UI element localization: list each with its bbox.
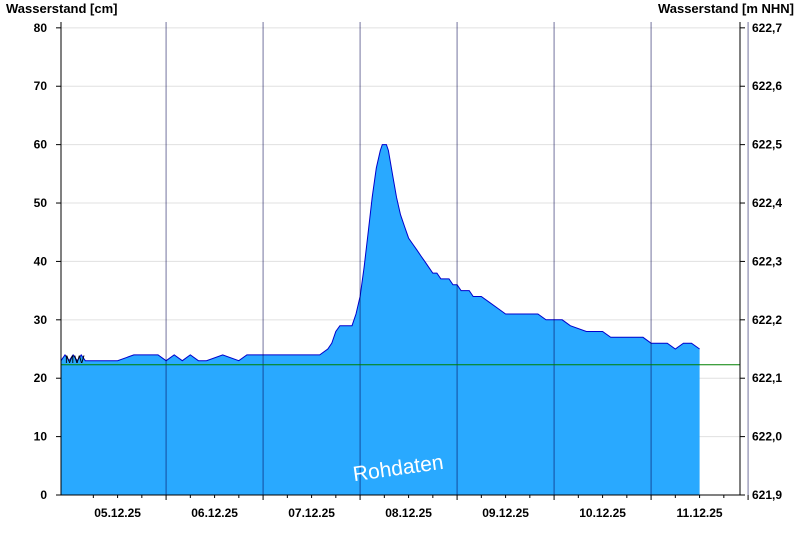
y-tick-label-left: 80 bbox=[34, 21, 48, 35]
x-tick-label: 09.12.25 bbox=[482, 506, 529, 520]
x-tick-label: 05.12.25 bbox=[94, 506, 141, 520]
mw-label: MW bbox=[65, 354, 85, 366]
water-level-line bbox=[60, 144, 700, 362]
y-tick-label-right: 622,0 bbox=[752, 430, 782, 444]
y-tick-label-right: 622,4 bbox=[752, 196, 782, 210]
x-tick-label: 10.12.25 bbox=[579, 506, 626, 520]
y-tick-label-right: 622,3 bbox=[752, 254, 782, 268]
x-tick-label: 07.12.25 bbox=[288, 506, 335, 520]
water-level-area bbox=[61, 144, 700, 495]
y-tick-label-right: 622,7 bbox=[752, 21, 782, 35]
series-layer: MW bbox=[60, 22, 749, 495]
axis-layer: 0 621,9 10 622,0 20 622,1 30 622,2 40 622,3 50 622,… bbox=[34, 21, 783, 520]
y-tick-label-left: 70 bbox=[34, 79, 48, 93]
y-tick-label-left: 20 bbox=[34, 371, 48, 385]
y-tick-label-right: 622,6 bbox=[752, 79, 782, 93]
y-tick-label-left: 60 bbox=[34, 138, 48, 152]
y-tick-label-left: 30 bbox=[34, 313, 48, 327]
y-tick-label-right: 621,9 bbox=[752, 488, 782, 502]
y-tick-label-left: 50 bbox=[34, 196, 48, 210]
x-tick-label: 06.12.25 bbox=[191, 506, 238, 520]
y-tick-label-right: 622,2 bbox=[752, 313, 782, 327]
y-tick-label-left: 40 bbox=[34, 254, 48, 268]
y-tick-label-left: 10 bbox=[34, 430, 48, 444]
x-tick-label: 08.12.25 bbox=[385, 506, 432, 520]
y-tick-label-right: 622,1 bbox=[752, 371, 782, 385]
y-axis-label-left: Wasserstand [cm] bbox=[6, 1, 118, 16]
y-axis-label-right: Wasserstand [m NHN] bbox=[657, 1, 794, 16]
y-tick-label-left: 0 bbox=[40, 488, 47, 502]
y-tick-label-right: 622,5 bbox=[752, 138, 782, 152]
x-tick-label: 11.12.25 bbox=[677, 506, 723, 520]
